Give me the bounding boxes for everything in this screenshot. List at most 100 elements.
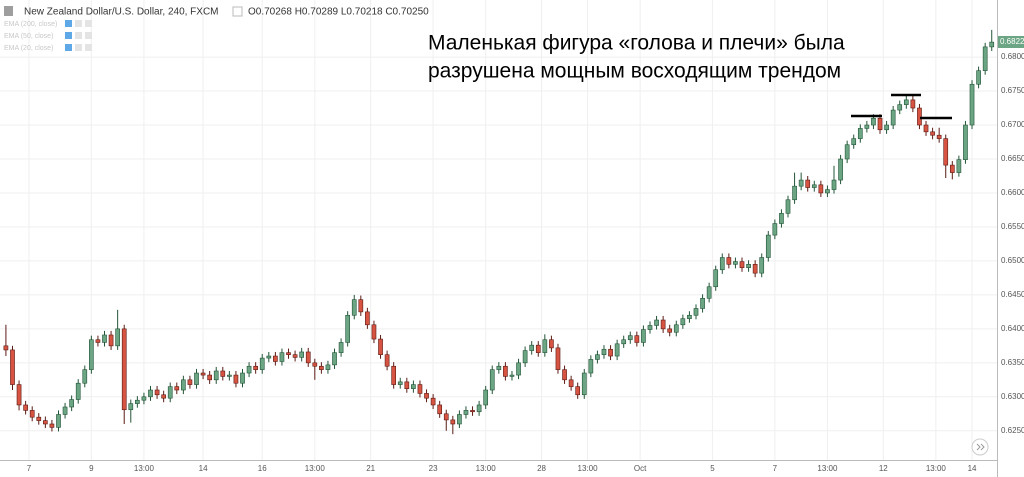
candle-body [384, 354, 390, 367]
candle-body [325, 364, 331, 370]
settings-icon[interactable] [232, 6, 243, 17]
candle-body [148, 389, 153, 398]
x-tick-label: 5 [710, 464, 715, 473]
candle-body [779, 213, 784, 224]
candle-body [246, 365, 252, 374]
candle-body [470, 410, 475, 413]
candle-body [851, 138, 857, 146]
candle-body [23, 404, 28, 411]
candle-body [187, 379, 193, 385]
candle-body [976, 70, 981, 85]
candle-body [10, 349, 15, 385]
candle-body [351, 299, 357, 316]
indicator-icon[interactable] [75, 32, 82, 39]
last-price-box [998, 35, 1024, 48]
candle-body [161, 394, 166, 399]
candle-body [56, 414, 61, 428]
candle-body [857, 128, 863, 139]
indicator-icon[interactable] [75, 20, 82, 27]
candle-body [746, 264, 751, 269]
candle-body [897, 104, 903, 111]
candle-body [273, 355, 278, 362]
candle-body [483, 389, 489, 406]
candle-body [719, 257, 725, 271]
candle-body [522, 350, 528, 364]
candle-body [595, 354, 600, 360]
candle-body [818, 184, 824, 194]
candle-body [588, 359, 594, 374]
candle-body [128, 403, 134, 411]
annotation: Маленькая фигура «голова и плечи» была [428, 32, 845, 55]
symbol-icon [4, 6, 13, 16]
candle-body [884, 124, 889, 131]
candle-body [397, 381, 403, 385]
candle-body [890, 109, 896, 126]
candle-body [917, 107, 922, 126]
candle-body [233, 374, 239, 384]
indicator-icon[interactable] [75, 44, 82, 51]
candle-body [29, 410, 35, 418]
candle-body [877, 117, 883, 131]
candle-body [516, 362, 521, 376]
candle-body [430, 397, 436, 406]
candle-body [207, 374, 212, 381]
candle-body [404, 381, 410, 389]
candle-body [772, 223, 778, 236]
candle-body [693, 308, 699, 316]
candle-body [641, 329, 646, 343]
candle-body [358, 299, 364, 313]
candle-body [49, 423, 55, 428]
candle-body [154, 389, 160, 396]
candle-body [266, 355, 272, 359]
candle-body [16, 384, 22, 406]
x-tick-label: 12 [879, 464, 888, 473]
candle-body [680, 318, 686, 326]
indicator: EMA (20, close) [4, 45, 53, 52]
candle-body [194, 372, 199, 385]
candle-body [871, 117, 876, 126]
candle-body [700, 297, 705, 309]
candle-body [805, 179, 811, 188]
candle-body [739, 261, 745, 269]
candle-body [463, 410, 469, 415]
indicator-icon[interactable] [85, 20, 92, 27]
indicator-icon[interactable] [65, 32, 72, 39]
candle-body [312, 362, 318, 367]
candle-body [627, 335, 633, 341]
indicator-icon[interactable] [65, 20, 72, 27]
candle-body [338, 342, 344, 353]
candle-body [378, 338, 383, 355]
candle-body [733, 261, 738, 265]
candle-body [963, 124, 968, 160]
x-tick-label: 13:00 [926, 464, 947, 473]
candle-body [69, 399, 74, 408]
candle-body [476, 404, 482, 413]
candle-body [299, 351, 305, 358]
last-price-label: 0.68222 [1000, 37, 1024, 46]
candle-body [319, 365, 324, 370]
candle-body [75, 382, 81, 400]
ohlc-readout: O0.70268 H0.70289 L0.70218 C0.70250 [248, 7, 429, 18]
candles [3, 29, 995, 435]
candle-body [608, 348, 613, 357]
candle-body [89, 339, 94, 370]
candle-body [141, 396, 147, 401]
x-tick-label: 13:00 [305, 464, 326, 473]
candle-body [673, 324, 679, 333]
candle-body [3, 345, 9, 351]
candle-body [864, 124, 870, 129]
indicator-icon[interactable] [85, 32, 92, 39]
indicator-icon[interactable] [65, 44, 72, 51]
indicator-icon[interactable] [85, 44, 92, 51]
candle-body [549, 339, 554, 349]
candle-body [102, 334, 107, 343]
candle-body [903, 99, 909, 105]
candle-body [286, 352, 291, 355]
candle-body [424, 393, 429, 399]
candle-body [706, 286, 712, 299]
